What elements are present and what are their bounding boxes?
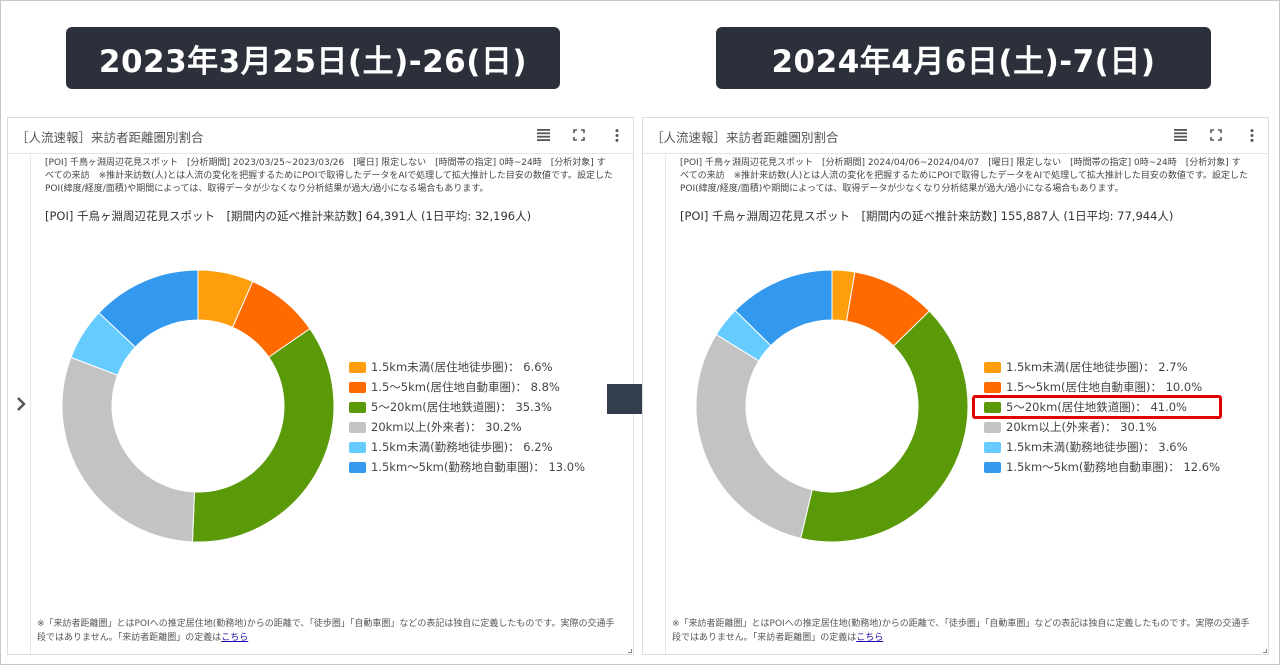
- definition-link[interactable]: こちら: [856, 633, 884, 643]
- panel-header: ［人流速報］来訪者距離圏別割合: [8, 118, 633, 154]
- donut-slice[interactable]: [734, 269, 833, 347]
- legend-swatch: [984, 361, 1001, 373]
- legend-label: 1.5km〜5km(勤務地自動車圏)： 13.0%: [371, 460, 585, 474]
- definition-link[interactable]: こちら: [221, 633, 249, 643]
- more-vertical-icon[interactable]: [608, 126, 626, 144]
- legend-item[interactable]: 1.5〜5km(居住地自動車圏)： 8.8%: [349, 377, 585, 397]
- legend-swatch: [349, 441, 366, 453]
- legend-item[interactable]: 1.5km未満(居住地徒歩圏)： 2.7%: [984, 357, 1220, 377]
- legend-item[interactable]: 1.5km未満(勤務地徒歩圏)： 6.2%: [349, 437, 585, 457]
- donut-slice[interactable]: [191, 328, 335, 543]
- donut-slice[interactable]: [800, 310, 969, 543]
- legend-swatch: [984, 421, 1001, 433]
- legend-label: 1.5km未満(勤務地徒歩圏)： 6.2%: [371, 440, 553, 454]
- resize-handle[interactable]: [628, 649, 632, 653]
- footnote: ※「来訪者距離圏」とはPOIへの推定居住地(勤務地)からの距離で、「徒歩圏」「自…: [672, 617, 1250, 645]
- legend-swatch: [984, 401, 1001, 413]
- donut-slice[interactable]: [61, 356, 196, 543]
- list-icon[interactable]: [1171, 126, 1189, 144]
- legend-swatch: [349, 381, 366, 393]
- legend-item[interactable]: 1.5km〜5km(勤務地自動車圏)： 12.6%: [984, 457, 1220, 477]
- legend-label: 1.5〜5km(居住地自動車圏)： 8.8%: [371, 380, 560, 394]
- legend-label: 1.5km未満(居住地徒歩圏)： 6.6%: [371, 360, 553, 374]
- panel-header: ［人流速報］来訪者距離圏別割合: [643, 118, 1268, 154]
- legend-label: 1.5〜5km(居住地自動車圏)： 10.0%: [1006, 380, 1203, 394]
- donut-slice[interactable]: [695, 333, 813, 539]
- legend-item[interactable]: 1.5〜5km(居住地自動車圏)： 10.0%: [984, 377, 1220, 397]
- legend-label: 5〜20km(居住地鉄道圏)： 35.3%: [371, 400, 552, 414]
- donut-chart: [61, 269, 335, 543]
- panel-body: [POI] 千鳥ヶ淵周辺花見スポット [分析期間] 2024/04/06~202…: [665, 155, 1256, 654]
- visitor-summary: [POI] 千鳥ヶ淵周辺花見スポット [期間内の延べ推計来訪数] 155,887…: [680, 209, 1174, 223]
- period-banner-2023: 2023年3月25日(土)-26(日): [66, 27, 560, 89]
- legend-item[interactable]: 20km以上(外来者)： 30.2%: [349, 417, 585, 437]
- donut-chart: [695, 269, 969, 543]
- list-icon[interactable]: [534, 126, 552, 144]
- legend-item[interactable]: 1.5km未満(居住地徒歩圏)： 6.6%: [349, 357, 585, 377]
- resize-handle[interactable]: [1263, 649, 1267, 653]
- panel-title: ［人流速報］来訪者距離圏別割合: [651, 130, 839, 145]
- legend-item[interactable]: 5〜20km(居住地鉄道圏)： 41.0%: [984, 397, 1220, 417]
- distance-ratio-panel-2023: ［人流速報］来訪者距離圏別割合 [POI] 千鳥ヶ淵周辺花見スポット [分析期間…: [7, 117, 634, 655]
- distance-ratio-panel-2024: ［人流速報］来訪者距離圏別割合 [POI] 千鳥ヶ淵周辺花見スポット [分析期間…: [642, 117, 1269, 655]
- expand-icon[interactable]: [1207, 126, 1225, 144]
- legend-swatch: [984, 461, 1001, 473]
- analysis-info: [POI] 千鳥ヶ淵周辺花見スポット [分析期間] 2023/03/25~202…: [45, 158, 614, 194]
- legend-label: 20km以上(外来者)： 30.2%: [371, 420, 522, 434]
- analysis-info: [POI] 千鳥ヶ淵周辺花見スポット [分析期間] 2024/04/06~202…: [680, 158, 1249, 194]
- legend-swatch: [349, 401, 366, 413]
- panel-body: [POI] 千鳥ヶ淵周辺花見スポット [分析期間] 2023/03/25~202…: [30, 155, 621, 654]
- visitor-summary: [POI] 千鳥ヶ淵周辺花見スポット [期間内の延べ推計来訪数] 64,391人…: [45, 209, 532, 223]
- legend-swatch: [349, 421, 366, 433]
- footnote: ※「来訪者距離圏」とはPOIへの推定居住地(勤務地)からの距離で、「徒歩圏」「自…: [37, 617, 615, 645]
- chart-legend: 1.5km未満(居住地徒歩圏)： 6.6% 1.5〜5km(居住地自動車圏)： 8…: [349, 357, 585, 477]
- legend-item[interactable]: 1.5km未満(勤務地徒歩圏)： 3.6%: [984, 437, 1220, 457]
- chart-legend: 1.5km未満(居住地徒歩圏)： 2.7% 1.5〜5km(居住地自動車圏)： 1…: [984, 357, 1220, 477]
- legend-swatch: [984, 381, 1001, 393]
- legend-swatch: [349, 461, 366, 473]
- legend-swatch: [349, 361, 366, 373]
- legend-item[interactable]: 20km以上(外来者)： 30.1%: [984, 417, 1220, 437]
- footnote-text: ※「来訪者距離圏」とはPOIへの推定居住地(勤務地)からの距離で、「徒歩圏」「自…: [37, 619, 615, 643]
- more-vertical-icon[interactable]: [1243, 126, 1261, 144]
- expand-icon[interactable]: [570, 126, 588, 144]
- legend-label: 1.5km未満(居住地徒歩圏)： 2.7%: [1006, 360, 1188, 374]
- legend-item[interactable]: 1.5km〜5km(勤務地自動車圏)： 13.0%: [349, 457, 585, 477]
- legend-label: 5〜20km(居住地鉄道圏)： 41.0%: [1006, 400, 1187, 414]
- footnote-text: ※「来訪者距離圏」とはPOIへの推定居住地(勤務地)からの距離で、「徒歩圏」「自…: [672, 619, 1250, 643]
- legend-label: 20km以上(外来者)： 30.1%: [1006, 420, 1157, 434]
- donut-slice[interactable]: [98, 269, 199, 348]
- legend-label: 1.5km〜5km(勤務地自動車圏)： 12.6%: [1006, 460, 1220, 474]
- legend-label: 1.5km未満(勤務地徒歩圏)： 3.6%: [1006, 440, 1188, 454]
- legend-swatch: [984, 441, 1001, 453]
- panel-title: ［人流速報］来訪者距離圏別割合: [16, 130, 204, 145]
- legend-item[interactable]: 5〜20km(居住地鉄道圏)： 35.3%: [349, 397, 585, 417]
- period-banner-2024: 2024年4月6日(土)-7(日): [716, 27, 1211, 89]
- chevron-right-icon[interactable]: [16, 393, 26, 417]
- highlight-box: [972, 395, 1222, 419]
